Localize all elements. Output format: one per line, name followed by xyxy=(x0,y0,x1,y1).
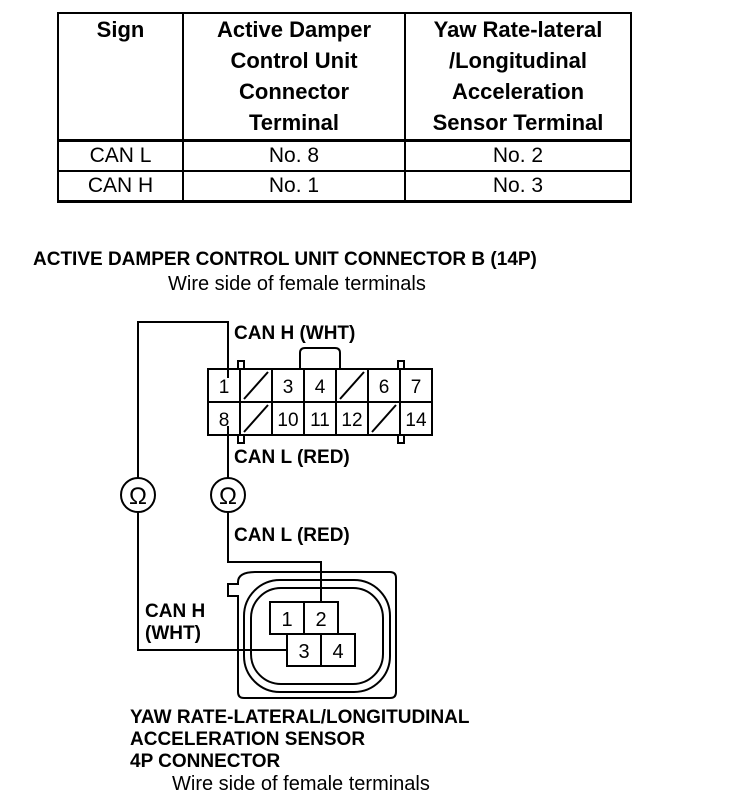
cell-sensor: No. 2 xyxy=(404,139,632,172)
sensor-terminal-cell xyxy=(286,633,322,667)
ecu-terminal-number: 4 xyxy=(315,377,326,398)
ohm-circle-icon xyxy=(120,477,156,513)
ecu-terminal-number: 1 xyxy=(219,377,230,398)
ecu-terminal-number: 14 xyxy=(405,410,427,431)
ecu-lock-tab-left xyxy=(237,360,245,370)
ohmmeter-can-l: Ω xyxy=(210,477,246,513)
wires xyxy=(137,321,322,651)
ecu-terminal-number: 6 xyxy=(379,377,390,398)
header-line: Acceleration xyxy=(451,79,585,104)
label-can-h-left-1: CAN H xyxy=(145,601,206,622)
label-can-l-mid: CAN L (RED) xyxy=(234,447,350,468)
header-sign: Sign xyxy=(57,12,184,142)
wire-can-h-lower xyxy=(137,512,287,651)
sensor-terminal-number: 4 xyxy=(332,641,343,663)
ecu-terminal-number: 12 xyxy=(341,410,362,431)
cell-sign: CAN L xyxy=(57,139,184,172)
cell-damper: No. 1 xyxy=(182,170,406,203)
terminal-table: Sign Active Damper Control Unit Connecto… xyxy=(57,12,632,203)
label-can-l-low: CAN L (RED) xyxy=(234,525,350,546)
sensor-terminal-number: 2 xyxy=(315,609,326,631)
header-line: Control Unit xyxy=(230,48,358,73)
ecu-terminal-number: 7 xyxy=(411,377,422,398)
header-line: Yaw Rate-lateral xyxy=(433,17,603,42)
ecu-lock-tab-right xyxy=(397,360,405,370)
ohm-symbol: Ω xyxy=(129,483,147,510)
ecu-terminal-grid: 1 3 4 6 7 8 10 11 12 14 xyxy=(207,368,433,436)
ohm-circle-icon xyxy=(210,477,246,513)
cell-damper: No. 8 xyxy=(182,139,406,172)
sensor-terminal-cell xyxy=(320,633,356,667)
ecu-lock-tab-right-bottom xyxy=(397,434,405,444)
table-row: CAN L No. 8 No. 2 xyxy=(57,139,632,172)
header-sensor-terminal: Yaw Rate-lateral /Longitudinal Accelerat… xyxy=(404,12,632,142)
ecu-terminal-number: 11 xyxy=(310,410,330,431)
wire-can-l-lower xyxy=(227,512,322,602)
ecu-terminal-cell xyxy=(399,401,433,436)
header-line: /Longitudinal xyxy=(448,48,588,73)
ecu-terminal-number: 8 xyxy=(219,410,230,431)
sensor-connector-shell xyxy=(227,571,397,699)
ecu-terminal-number: 10 xyxy=(277,410,298,431)
sensor-terminal-number: 1 xyxy=(281,609,292,631)
ecu-lock-tab-left-bottom xyxy=(237,434,245,444)
sensor-connector-inner-2 xyxy=(250,587,384,685)
ecu-connector-title: ACTIVE DAMPER CONTROL UNIT CONNECTOR B (… xyxy=(33,249,537,270)
sensor-title-line-3: 4P CONNECTOR xyxy=(130,751,281,772)
sensor-subtitle: Wire side of female terminals xyxy=(172,773,430,795)
cell-sensor: No. 3 xyxy=(404,170,632,203)
ecu-terminal-number: 3 xyxy=(283,377,294,398)
header-line: Terminal xyxy=(248,110,340,135)
header-line: Active Damper xyxy=(216,17,372,42)
sensor-terminal-cell xyxy=(303,601,339,635)
sensor-terminal-cell xyxy=(269,601,305,635)
unused-terminal-mark xyxy=(243,404,269,433)
sensor-title-line-2: ACCELERATION SENSOR xyxy=(130,729,366,750)
cell-sign: CAN H xyxy=(57,170,184,203)
ecu-connector-subtitle: Wire side of female terminals xyxy=(168,273,426,295)
ohmmeter-can-h: Ω xyxy=(120,477,156,513)
sensor-title-line-1: YAW RATE-LATERAL/LONGITUDINAL xyxy=(130,707,470,728)
sensor-connector xyxy=(227,571,397,699)
unused-terminal-mark xyxy=(371,404,397,433)
sensor-terminal-grid: 1 23 4 xyxy=(269,601,356,667)
header-damper-terminal: Active Damper Control Unit Connector Ter… xyxy=(182,12,406,142)
wire-can-h-upper xyxy=(137,321,229,478)
ohm-symbol: Ω xyxy=(219,483,237,510)
label-can-h-left-2: (WHT) xyxy=(145,623,201,644)
unused-terminal-mark xyxy=(243,371,269,400)
header-line: Connector xyxy=(239,79,349,104)
ecu-connector-latch xyxy=(299,347,341,369)
sensor-terminal-number: 3 xyxy=(298,641,309,663)
table-row: CAN H No. 1 No. 3 xyxy=(57,170,632,203)
header-line: Sensor Terminal xyxy=(432,110,604,135)
header-line: Sign xyxy=(96,17,145,42)
sensor-connector-inner xyxy=(243,579,391,693)
label-can-h-top: CAN H (WHT) xyxy=(234,323,356,344)
unused-terminal-mark xyxy=(339,371,365,400)
